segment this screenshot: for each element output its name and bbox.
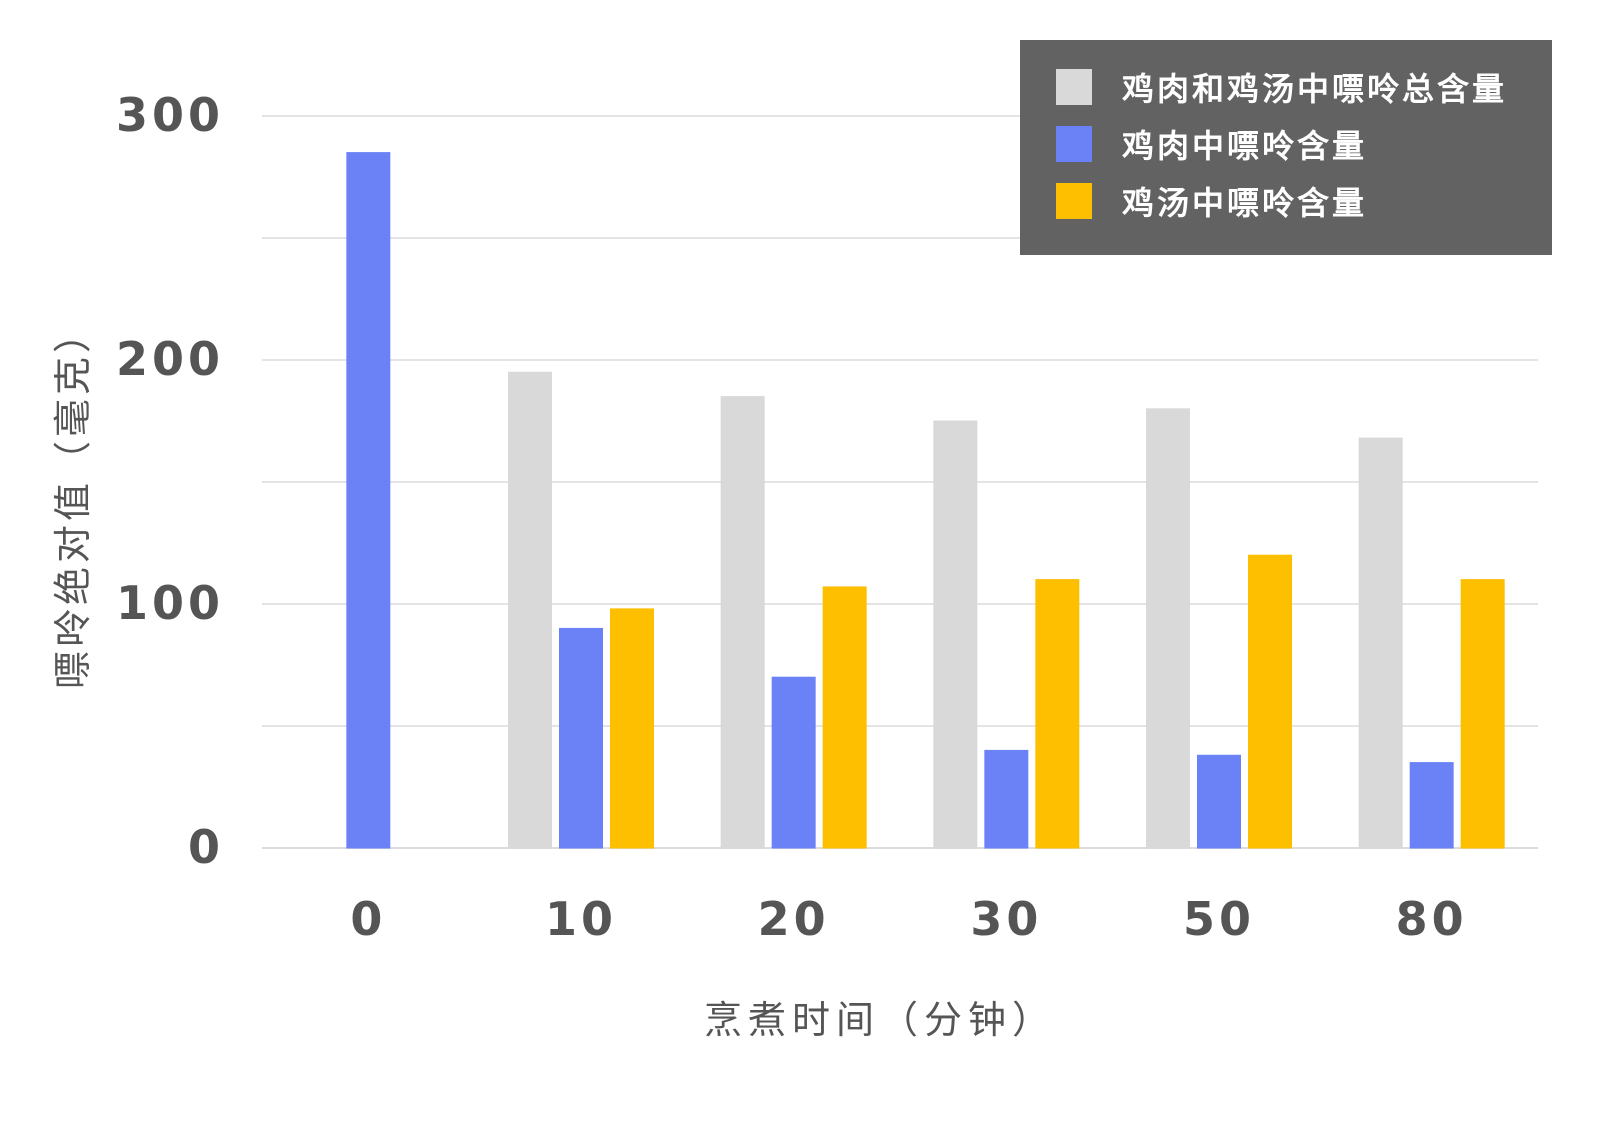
total-bar: [1358, 437, 1403, 849]
legend-label: 鸡肉和鸡汤中嘌呤总含量: [1121, 70, 1507, 108]
y-tick-label: 0: [188, 820, 224, 874]
y-tick-label: 200: [116, 332, 224, 386]
meat-bar: [771, 676, 816, 849]
legend-background: [1020, 40, 1552, 255]
soup-bar: [610, 608, 654, 849]
x-tick-labels: 0 10 20 30 50 80: [350, 892, 1468, 946]
x-tick-label: 50: [1183, 892, 1255, 946]
legend-label: 鸡肉中嘌呤含量: [1121, 127, 1367, 165]
grid-lines: [262, 115, 1538, 849]
total-bar: [1146, 408, 1190, 849]
bars-group: [346, 152, 1505, 849]
meat-bar: [1409, 762, 1454, 849]
total-bar: [720, 396, 765, 849]
soup-bar: [1248, 554, 1292, 849]
soup-bar: [822, 586, 867, 849]
y-tick-label: 100: [116, 576, 224, 630]
soup-bar: [1460, 579, 1505, 849]
meat-bar: [1197, 754, 1241, 849]
y-tick-labels: 0 100 200 300: [116, 88, 224, 874]
x-tick-label: 30: [970, 892, 1042, 946]
x-axis-label: 烹煮时间（分钟）: [704, 998, 1056, 1042]
legend-swatch: [1056, 183, 1092, 219]
legend-swatch: [1056, 126, 1092, 162]
y-tick-label: 300: [116, 88, 224, 142]
x-tick-label: 20: [758, 892, 830, 946]
x-tick-label: 0: [350, 892, 386, 946]
legend-label: 鸡汤中嘌呤含量: [1121, 184, 1367, 222]
x-tick-label: 10: [545, 892, 617, 946]
total-bar: [933, 420, 978, 849]
y-axis-label: 嘌呤绝对值（毫克）: [51, 311, 95, 689]
total-bar: [508, 371, 552, 849]
meat-bar: [346, 152, 391, 849]
meat-bar: [559, 627, 603, 849]
legend-swatch: [1056, 69, 1092, 105]
x-tick-label: 80: [1396, 892, 1468, 946]
soup-bar: [1035, 579, 1080, 849]
meat-bar: [984, 749, 1029, 849]
